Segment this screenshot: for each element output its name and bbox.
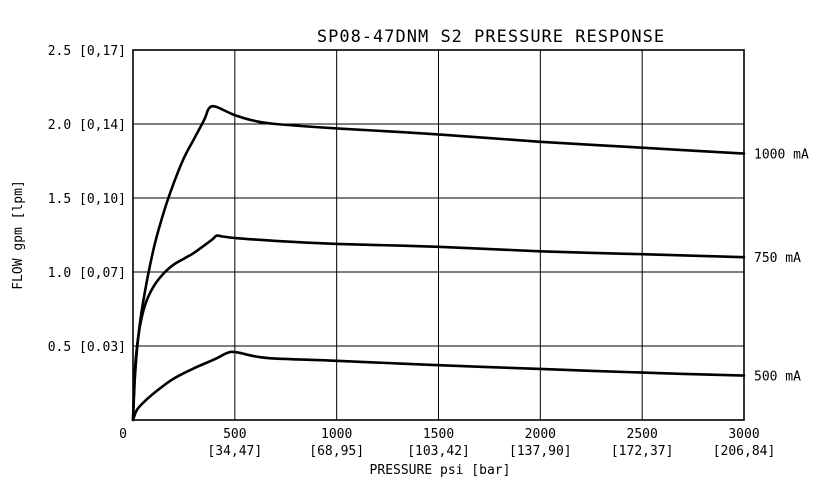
y-tick-label: 1.0 [0,07] <box>48 266 126 281</box>
x-tick-label: 500 <box>223 427 246 442</box>
y-tick-label: 0.5 [0.03] <box>48 340 126 355</box>
y-axis-ticks: 0.5 [0.03] 1.0 [0,07] 1.5 [0,10] 2.0 [0,14]… <box>48 44 126 355</box>
grid-lines <box>133 50 744 420</box>
x-axis-ticks: 0 500 [34,47] 1000 [68,95] 1500 [103,42] 2000 [1… <box>119 427 775 459</box>
plot-frame <box>132 49 745 421</box>
series-line-500-ma <box>131 350 746 422</box>
y-axis-label: FLOW gpm [lpm] <box>11 180 26 290</box>
x-tick-label: 1500 <box>423 427 454 442</box>
series-labels: 1000 mA 750 mA 500 mA <box>754 148 809 385</box>
x-tick-label: 2000 <box>525 427 556 442</box>
series-line-750-ma <box>131 234 746 422</box>
x-tick-label: 0 <box>119 427 127 442</box>
x-tick-sublabel: [68,95] <box>309 444 364 459</box>
y-tick-label: 1.5 [0,10] <box>48 192 126 207</box>
chart-title: SP08-47DNM S2 PRESSURE RESPONSE <box>317 27 665 47</box>
x-tick-label: 2500 <box>627 427 658 442</box>
x-tick-label: 3000 <box>728 427 759 442</box>
x-tick-sublabel: [103,42] <box>407 444 470 459</box>
series-label: 1000 mA <box>754 148 809 163</box>
y-tick-label: 2.0 [0,14] <box>48 118 126 133</box>
y-tick-label: 2.5 [0,17] <box>48 44 126 59</box>
x-tick-label: 1000 <box>321 427 352 442</box>
x-tick-sublabel: [34,47] <box>207 444 262 459</box>
x-tick-sublabel: [172,37] <box>611 444 674 459</box>
series-label: 500 mA <box>754 370 801 385</box>
x-tick-sublabel: [206,84] <box>713 444 776 459</box>
series-layer <box>131 104 746 422</box>
series-line-1000-ma <box>131 104 746 422</box>
x-tick-sublabel: [137,90] <box>509 444 572 459</box>
x-axis-label: PRESSURE psi [bar] <box>370 463 511 478</box>
series-label: 750 mA <box>754 251 801 266</box>
